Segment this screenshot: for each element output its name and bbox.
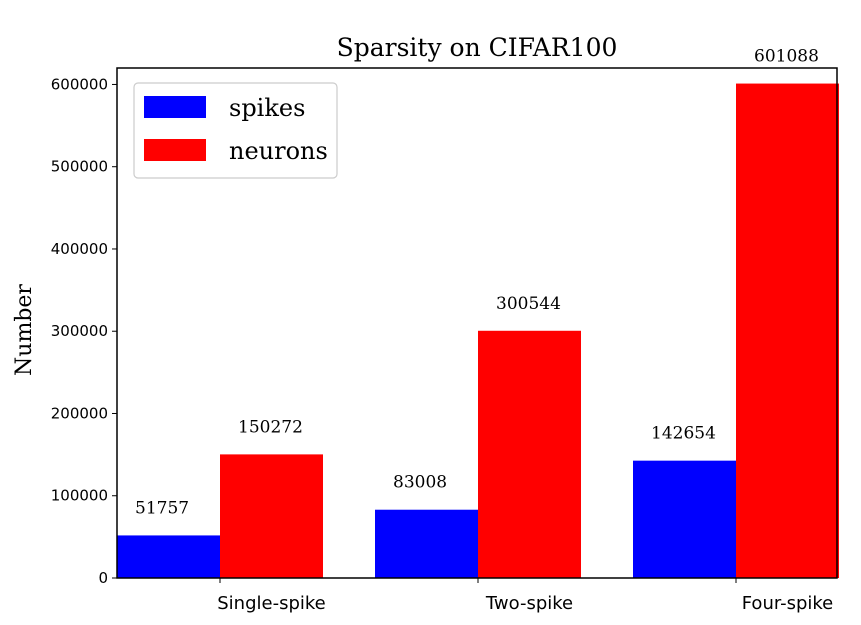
legend-swatch-neurons xyxy=(144,139,206,161)
bar-spikes-single-spike xyxy=(117,535,220,578)
data-label-neurons-four-spike: 601088 xyxy=(754,47,819,67)
chart-title: Sparsity on CIFAR100 xyxy=(337,33,618,62)
y-axis-label: Number xyxy=(12,284,37,376)
y-ticks-group: 0 100000 200000 300000 400000 500000 600000 xyxy=(51,75,117,587)
plot-frame xyxy=(116,67,838,579)
y-tick-label: 600000 xyxy=(51,75,108,93)
bar-neurons-four-spike xyxy=(736,83,839,579)
x-tick-label-four-spike: Four-spike xyxy=(742,593,834,614)
y-tick-label: 500000 xyxy=(51,158,108,176)
x-tick-label-single-spike: Single-spike xyxy=(217,593,326,614)
legend: spikes neurons xyxy=(133,82,338,179)
y-tick-label: 0 xyxy=(98,569,108,587)
y-tick-label: 200000 xyxy=(51,404,108,422)
y-tick-label: 400000 xyxy=(51,240,108,258)
data-label-spikes-single-spike: 51757 xyxy=(135,498,189,518)
data-label-spikes-two-spike: 83008 xyxy=(393,473,447,493)
y-tick-label: 300000 xyxy=(51,322,108,340)
y-tick-label: 100000 xyxy=(51,487,108,505)
bar-spikes-four-spike xyxy=(633,460,736,578)
data-labels-group: 51757 150272 83008 300544 142654 601088 xyxy=(135,47,819,519)
bars-group xyxy=(117,83,839,579)
x-ticks-group: Single-spike Two-spike Four-spike xyxy=(217,578,833,614)
data-label-spikes-four-spike: 142654 xyxy=(651,424,716,444)
bar-neurons-single-spike xyxy=(220,454,323,578)
data-label-neurons-two-spike: 300544 xyxy=(496,294,561,314)
legend-label-spikes: spikes xyxy=(229,94,305,122)
x-tick-label-two-spike: Two-spike xyxy=(485,593,573,614)
legend-label-neurons: neurons xyxy=(229,137,328,165)
bar-spikes-two-spike xyxy=(375,509,478,578)
legend-swatch-spikes xyxy=(144,96,206,118)
data-label-neurons-single-spike: 150272 xyxy=(238,417,303,437)
bar-neurons-two-spike xyxy=(478,330,581,578)
